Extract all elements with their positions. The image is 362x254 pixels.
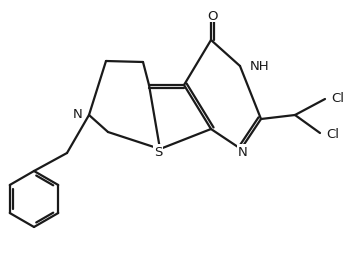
Text: N: N: [238, 145, 248, 158]
Text: Cl: Cl: [331, 92, 344, 105]
Text: NH: NH: [250, 59, 270, 72]
Text: S: S: [154, 145, 162, 158]
Text: N: N: [72, 107, 82, 120]
Text: O: O: [207, 9, 217, 22]
Text: Cl: Cl: [326, 128, 339, 141]
